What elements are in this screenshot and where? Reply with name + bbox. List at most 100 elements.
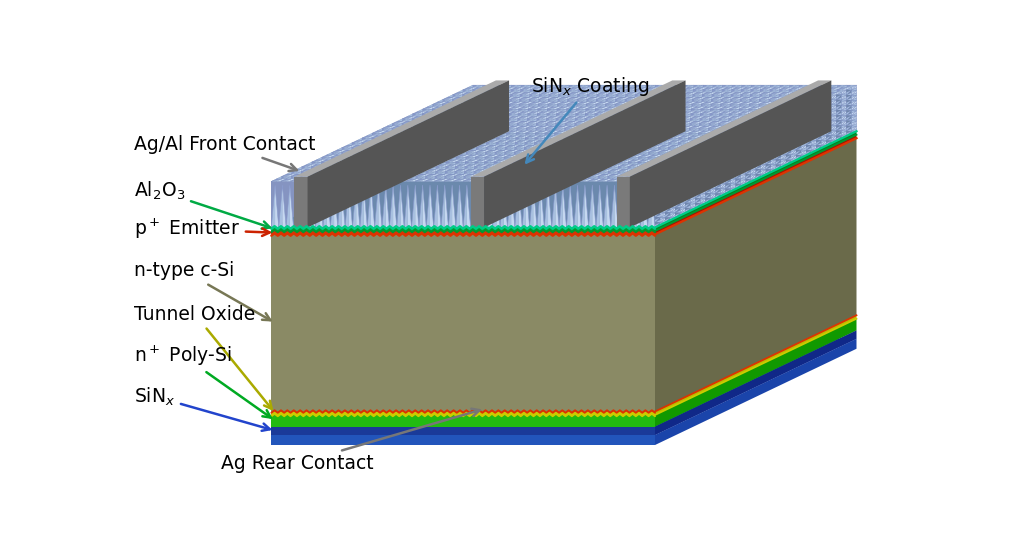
- Polygon shape: [354, 165, 359, 167]
- Polygon shape: [847, 105, 852, 111]
- Polygon shape: [509, 157, 514, 160]
- Polygon shape: [418, 155, 427, 157]
- Polygon shape: [697, 95, 702, 97]
- Polygon shape: [455, 165, 465, 167]
- Polygon shape: [562, 97, 567, 100]
- Polygon shape: [717, 141, 722, 143]
- Polygon shape: [761, 134, 766, 136]
- Polygon shape: [555, 124, 565, 126]
- Polygon shape: [427, 157, 432, 160]
- Polygon shape: [721, 178, 726, 183]
- Polygon shape: [622, 126, 632, 128]
- Polygon shape: [451, 119, 460, 121]
- Polygon shape: [759, 100, 769, 102]
- Polygon shape: [590, 157, 595, 160]
- Polygon shape: [803, 87, 808, 90]
- Polygon shape: [808, 92, 813, 95]
- Polygon shape: [799, 85, 809, 87]
- Polygon shape: [679, 85, 684, 87]
- Polygon shape: [548, 97, 558, 100]
- Polygon shape: [786, 112, 792, 114]
- Polygon shape: [685, 165, 690, 167]
- Polygon shape: [674, 133, 679, 136]
- Polygon shape: [716, 171, 721, 173]
- Polygon shape: [669, 138, 679, 141]
- Polygon shape: [711, 104, 720, 107]
- Polygon shape: [786, 150, 791, 155]
- Polygon shape: [736, 131, 746, 133]
- Polygon shape: [332, 153, 337, 155]
- Polygon shape: [632, 174, 637, 177]
- Polygon shape: [660, 212, 665, 215]
- Polygon shape: [771, 159, 776, 162]
- Polygon shape: [680, 121, 690, 124]
- Polygon shape: [444, 174, 455, 177]
- Polygon shape: [396, 174, 407, 177]
- Polygon shape: [552, 112, 556, 114]
- Polygon shape: [610, 148, 620, 150]
- Polygon shape: [777, 112, 786, 114]
- Polygon shape: [483, 172, 493, 174]
- Polygon shape: [581, 157, 590, 160]
- Polygon shape: [507, 121, 512, 124]
- Polygon shape: [659, 138, 669, 141]
- Polygon shape: [632, 169, 637, 172]
- Polygon shape: [816, 146, 821, 150]
- Polygon shape: [558, 138, 563, 141]
- Polygon shape: [506, 138, 511, 141]
- Polygon shape: [584, 177, 589, 179]
- Polygon shape: [682, 102, 692, 104]
- Polygon shape: [488, 124, 498, 126]
- Polygon shape: [460, 114, 470, 116]
- Polygon shape: [404, 138, 410, 141]
- Polygon shape: [581, 155, 586, 157]
- Polygon shape: [547, 109, 557, 112]
- Polygon shape: [579, 174, 584, 177]
- Polygon shape: [771, 142, 776, 144]
- Polygon shape: [446, 157, 452, 160]
- Polygon shape: [687, 148, 696, 150]
- Polygon shape: [495, 157, 504, 160]
- Polygon shape: [740, 164, 745, 168]
- Polygon shape: [697, 138, 708, 141]
- Polygon shape: [396, 174, 407, 177]
- Polygon shape: [583, 87, 588, 90]
- Polygon shape: [665, 179, 670, 182]
- Polygon shape: [786, 114, 792, 116]
- Polygon shape: [806, 150, 811, 155]
- Polygon shape: [751, 85, 761, 87]
- Polygon shape: [550, 177, 555, 179]
- Polygon shape: [419, 143, 429, 145]
- Polygon shape: [579, 85, 583, 87]
- Polygon shape: [659, 138, 669, 141]
- Polygon shape: [701, 102, 711, 104]
- Polygon shape: [439, 128, 444, 131]
- Polygon shape: [565, 167, 570, 169]
- Polygon shape: [665, 87, 674, 90]
- Polygon shape: [514, 148, 519, 150]
- Polygon shape: [677, 148, 687, 150]
- Polygon shape: [738, 109, 743, 112]
- Polygon shape: [565, 119, 570, 121]
- Polygon shape: [767, 112, 777, 114]
- Polygon shape: [787, 102, 798, 104]
- Polygon shape: [721, 160, 726, 163]
- Polygon shape: [386, 131, 391, 133]
- Polygon shape: [605, 148, 610, 150]
- Polygon shape: [534, 148, 544, 150]
- Polygon shape: [685, 201, 690, 203]
- Polygon shape: [465, 167, 474, 169]
- Polygon shape: [666, 124, 671, 126]
- Polygon shape: [532, 157, 543, 160]
- Polygon shape: [535, 133, 545, 136]
- Polygon shape: [536, 124, 541, 126]
- Polygon shape: [655, 204, 660, 207]
- Polygon shape: [733, 114, 738, 116]
- Polygon shape: [394, 153, 399, 155]
- Polygon shape: [685, 121, 690, 124]
- Polygon shape: [592, 143, 597, 145]
- Polygon shape: [511, 177, 521, 179]
- Polygon shape: [485, 100, 490, 102]
- Polygon shape: [350, 160, 355, 162]
- Polygon shape: [526, 126, 531, 128]
